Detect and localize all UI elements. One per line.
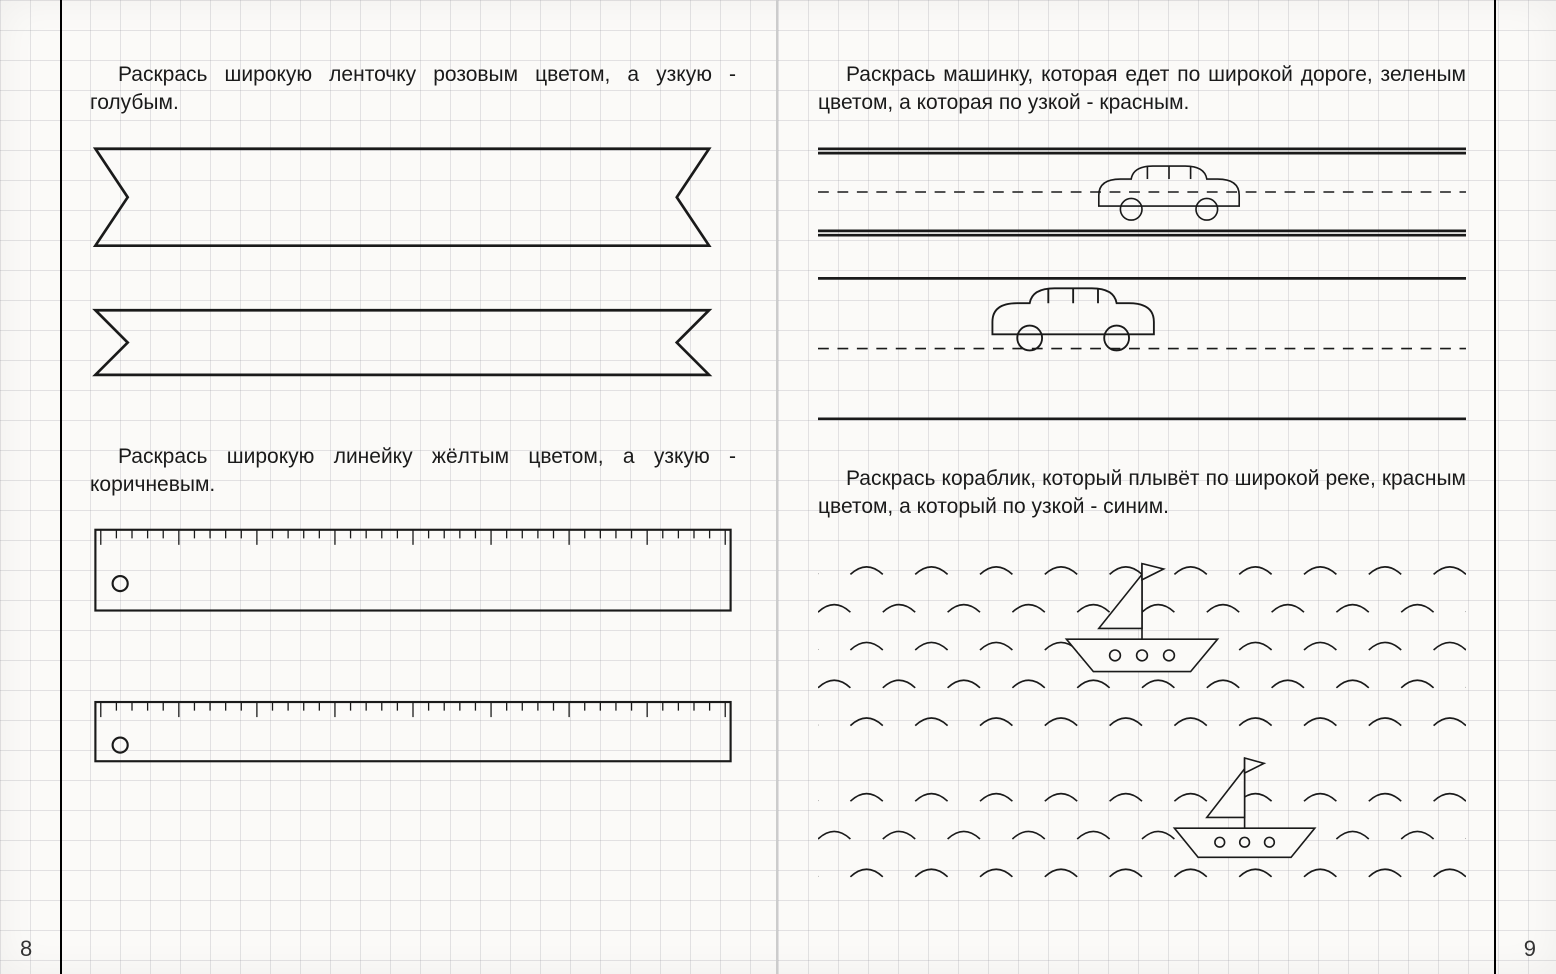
task3-text: Раскрась машинку, которая едет по широко…	[818, 61, 1466, 118]
rivers-figure	[818, 542, 1466, 888]
ribbons-svg	[90, 138, 736, 418]
margin-line	[60, 0, 62, 974]
page-number-left: 8	[20, 936, 32, 962]
roads-figure	[818, 138, 1466, 440]
task2-text: Раскрась широкую линейку жёлтым цветом, …	[90, 443, 736, 500]
book-spread: Раскрась широкую ленточку розовым цветом…	[0, 0, 1556, 974]
rulers-figure	[90, 519, 736, 820]
right-content: Раскрась машинку, которая едет по широко…	[818, 40, 1466, 934]
margin-line	[1494, 0, 1496, 974]
left-content: Раскрась широкую ленточку розовым цветом…	[90, 40, 736, 934]
page-number-right: 9	[1524, 936, 1536, 962]
page-right: Раскрась машинку, которая едет по широко…	[778, 0, 1556, 974]
page-left: Раскрась широкую ленточку розовым цветом…	[0, 0, 778, 974]
roads-svg	[818, 138, 1466, 440]
rulers-svg	[90, 519, 736, 820]
rivers-svg	[818, 542, 1466, 888]
ribbons-figure	[90, 138, 736, 418]
task4-text: Раскрась кораблик, который плывёт по шир…	[818, 465, 1466, 522]
task1-text: Раскрась широкую ленточку розовым цветом…	[90, 61, 736, 118]
